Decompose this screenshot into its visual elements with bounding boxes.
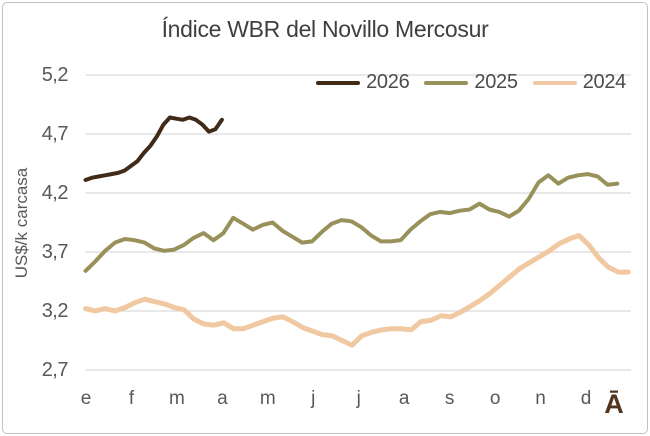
x-tick-label: s (444, 388, 455, 409)
legend-label-2024: 2024 (582, 71, 627, 93)
legend-item-2026: 2026 (316, 71, 410, 94)
x-tick-label: d (580, 388, 592, 409)
legend-label-2025: 2025 (474, 71, 518, 93)
x-tick-label: a (217, 388, 228, 409)
legend-swatch-2025-icon (424, 80, 469, 85)
x-tick-label: o (489, 388, 501, 409)
series-line-2024 (83, 233, 631, 348)
legend: 2026 2025 2024 (316, 71, 626, 94)
x-tick-label: e (80, 388, 92, 409)
y-tick-label: 4,7 (41, 123, 69, 145)
x-tick-label: j (356, 388, 361, 409)
x-tick-label: m (259, 388, 276, 409)
y-tick-label: 5,2 (41, 64, 69, 86)
x-tick-label: f (128, 388, 135, 409)
series-line-2026 (83, 115, 224, 182)
legend-item-2025: 2025 (424, 71, 518, 94)
chart-title: Índice WBR del Novillo Mercosur (161, 16, 489, 42)
x-tick-label: j (311, 388, 316, 409)
legend-swatch-2026-icon (316, 80, 361, 85)
watermark-letter: Ā (604, 389, 624, 419)
x-tick-label: n (535, 388, 546, 409)
y-tick-label: 3,7 (41, 241, 69, 263)
x-tick-label: a (398, 388, 410, 409)
legend-label-2026: 2026 (366, 71, 410, 93)
y-tick-label: 4,2 (41, 182, 69, 204)
y-tick-label: 2,7 (41, 359, 69, 381)
x-tick-label: m (168, 388, 185, 409)
legend-swatch-2024-icon (532, 80, 577, 85)
y-axis-title: US$/k carcasa (12, 167, 31, 279)
series-line-2025 (83, 172, 620, 273)
legend-item-2024: 2024 (532, 71, 627, 94)
y-tick-label: 3,2 (41, 300, 69, 322)
